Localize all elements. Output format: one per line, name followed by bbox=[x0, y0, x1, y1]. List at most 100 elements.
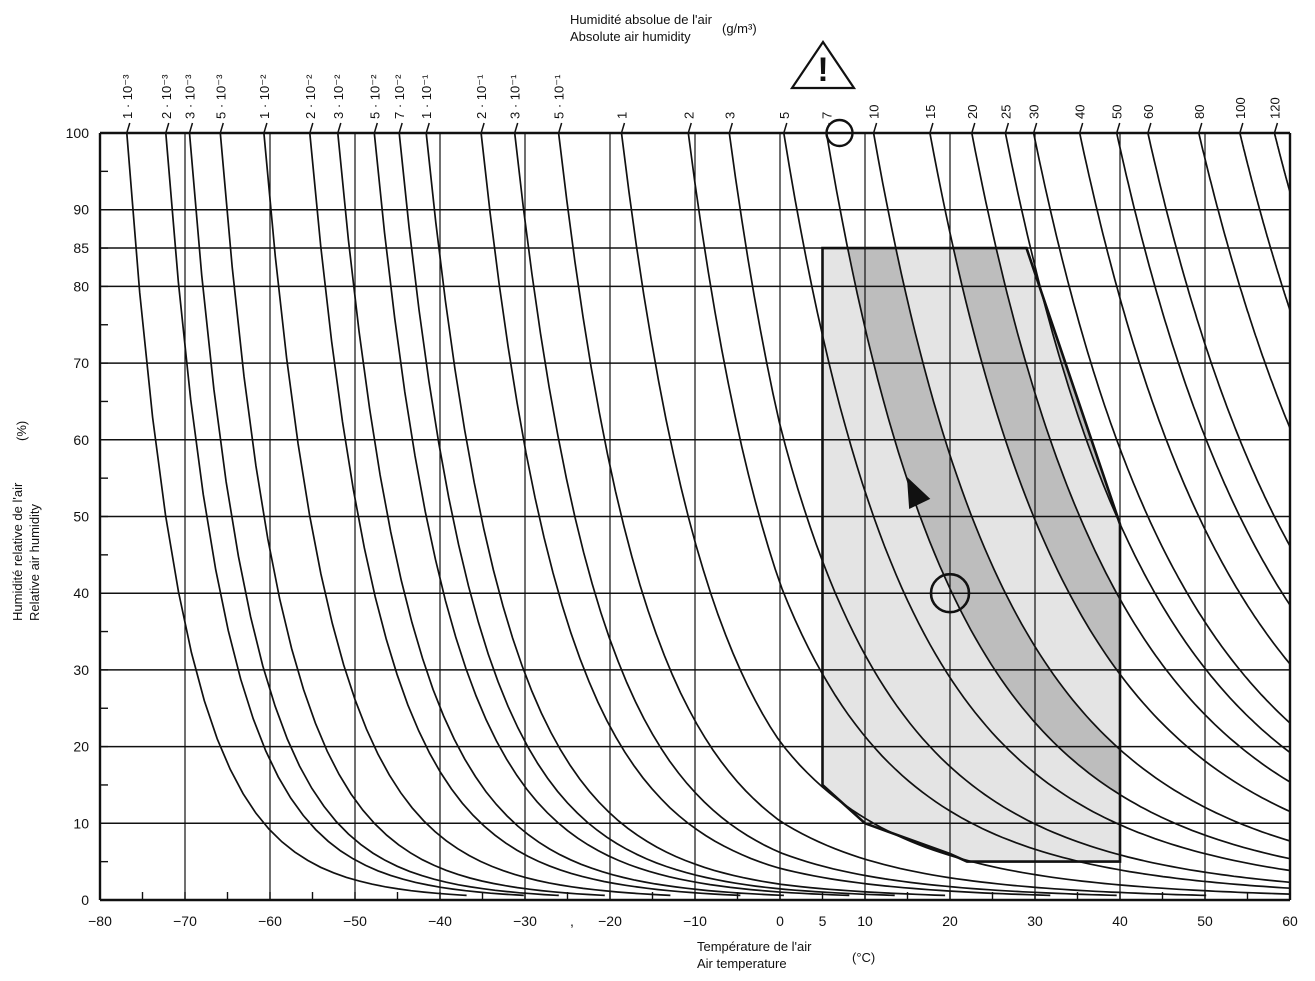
curve-label-60: 60 bbox=[1141, 105, 1156, 119]
y-tick-label-30: 30 bbox=[73, 662, 89, 678]
curve-0.5 bbox=[557, 132, 1207, 897]
y-tick-label-60: 60 bbox=[73, 432, 89, 448]
y-tick-label-50: 50 bbox=[73, 509, 89, 525]
y-tick-label-90: 90 bbox=[73, 202, 89, 218]
y-tick-label-70: 70 bbox=[73, 355, 89, 371]
curve-0.005 bbox=[219, 132, 605, 897]
curve-label-1: 1 bbox=[615, 112, 630, 119]
curve-2 bbox=[687, 132, 1291, 890]
x-tick-label--70: −70 bbox=[173, 913, 197, 929]
curve-label-0.001: 1 · 10⁻³ bbox=[120, 74, 135, 119]
curve-0.002 bbox=[164, 132, 524, 897]
curve-label-25: 25 bbox=[998, 105, 1013, 119]
curve-label-15: 15 bbox=[923, 105, 938, 119]
warning-exclamation: ! bbox=[817, 51, 828, 89]
curve-0.02 bbox=[308, 132, 741, 897]
curve-leader-25 bbox=[1004, 122, 1010, 134]
grid-lines bbox=[100, 133, 1290, 900]
y-tick-label-40: 40 bbox=[73, 585, 89, 601]
curve-label-0.2: 2 · 10⁻¹ bbox=[474, 74, 489, 119]
curve-leader-0.003 bbox=[188, 122, 194, 134]
x-axis-title-en: Air temperature bbox=[697, 956, 787, 971]
curve-leader-120 bbox=[1273, 122, 1279, 134]
curve-label-30: 30 bbox=[1027, 105, 1042, 119]
curve-leader-0.03 bbox=[337, 122, 342, 134]
curve-label-20: 20 bbox=[965, 105, 980, 119]
curve-leader-15 bbox=[929, 122, 934, 134]
curve-label-10: 10 bbox=[867, 105, 882, 119]
curve-leader-0.01 bbox=[263, 122, 268, 134]
x-tick-label-60: 60 bbox=[1282, 913, 1298, 929]
curve-0.1 bbox=[425, 132, 946, 897]
marker-circle-center bbox=[929, 572, 971, 614]
y-axis-title-en: Relative air humidity bbox=[27, 503, 42, 621]
region-outline bbox=[821, 246, 1122, 863]
curve-100 bbox=[1238, 132, 1291, 311]
labels: Humidité absolue de l'air Absolute air h… bbox=[10, 12, 1298, 971]
curve-80 bbox=[1197, 132, 1291, 429]
curve-leader-1 bbox=[620, 122, 626, 134]
curve-leader-100 bbox=[1239, 122, 1244, 134]
curve-leader-5 bbox=[783, 122, 788, 134]
warning-triangle-icon bbox=[789, 40, 857, 90]
x-tick-label-0: 0 bbox=[776, 913, 784, 929]
climatogram-region bbox=[822, 248, 1120, 862]
x-axis-stray-mark: , bbox=[570, 913, 574, 929]
y-axis-unit: (%) bbox=[14, 421, 29, 441]
curve-label-3: 3 bbox=[722, 112, 737, 119]
curve-label-0.002: 2 · 10⁻³ bbox=[159, 74, 174, 119]
x-tick-label--80: −80 bbox=[88, 913, 112, 929]
y-axis-title-fr: Humidité relative de l'air bbox=[10, 482, 25, 621]
curve-label-0.005: 5 · 10⁻³ bbox=[213, 74, 228, 119]
curve-label-40: 40 bbox=[1073, 105, 1088, 119]
curve-label-0.1: 1 · 10⁻¹ bbox=[419, 74, 434, 119]
direction-arrow bbox=[906, 476, 931, 509]
x-tick-label--40: −40 bbox=[428, 913, 452, 929]
curve-leader-0.5 bbox=[557, 122, 563, 134]
curve-label-0.03: 3 · 10⁻² bbox=[331, 74, 346, 119]
curve-30 bbox=[1032, 132, 1291, 724]
curve-leader-10 bbox=[872, 122, 878, 134]
absolute-humidity-curves bbox=[125, 122, 1291, 897]
x-tick-label-50: 50 bbox=[1197, 913, 1213, 929]
curve-leader-2 bbox=[687, 122, 692, 134]
curve-leader-50 bbox=[1115, 122, 1121, 134]
curve-leader-0.07 bbox=[398, 122, 403, 134]
curve-label-0.01: 1 · 10⁻² bbox=[257, 74, 272, 119]
curve-leader-0.002 bbox=[165, 122, 170, 134]
curve-0.3 bbox=[513, 132, 1117, 897]
curve-label-0.07: 7 · 10⁻² bbox=[392, 74, 407, 119]
marker-circle-top bbox=[825, 118, 854, 148]
y-tick-label-80: 80 bbox=[73, 278, 89, 294]
y-tick-label-100: 100 bbox=[66, 125, 90, 141]
x-tick-label--30: −30 bbox=[513, 913, 537, 929]
curve-leader-0.1 bbox=[425, 122, 430, 134]
y-tick-label-0: 0 bbox=[81, 892, 89, 908]
curve-0.05 bbox=[373, 132, 850, 897]
curve-leader-0.05 bbox=[373, 122, 379, 134]
curve-leader-60 bbox=[1147, 122, 1152, 134]
curve-label-100: 100 bbox=[1233, 97, 1248, 119]
top-axis-unit: (g/m³) bbox=[722, 21, 757, 36]
x-tick-label--50: −50 bbox=[343, 913, 367, 929]
curve-label-5: 5 bbox=[777, 112, 792, 119]
top-axis-title-en: Absolute air humidity bbox=[570, 29, 691, 44]
top-axis-title-fr: Humidité absolue de l'air bbox=[570, 12, 713, 27]
curve-leader-80 bbox=[1198, 122, 1203, 134]
tick-marks bbox=[99, 170, 1291, 900]
x-tick-label-30: 30 bbox=[1027, 913, 1043, 929]
curve-leader-0.3 bbox=[513, 122, 519, 134]
curve-leader-0.005 bbox=[219, 122, 224, 134]
curve-0.07 bbox=[398, 132, 895, 897]
curve-50 bbox=[1115, 132, 1291, 606]
curve-leader-20 bbox=[971, 122, 976, 134]
curve-40 bbox=[1078, 132, 1291, 665]
x-tick-label-20: 20 bbox=[942, 913, 958, 929]
markers bbox=[789, 40, 1122, 863]
curve-0.2 bbox=[480, 132, 1051, 897]
curve-0.003 bbox=[188, 132, 559, 897]
curve-20 bbox=[970, 132, 1291, 783]
curve-0.03 bbox=[336, 132, 784, 897]
x-tick-label-40: 40 bbox=[1112, 913, 1128, 929]
